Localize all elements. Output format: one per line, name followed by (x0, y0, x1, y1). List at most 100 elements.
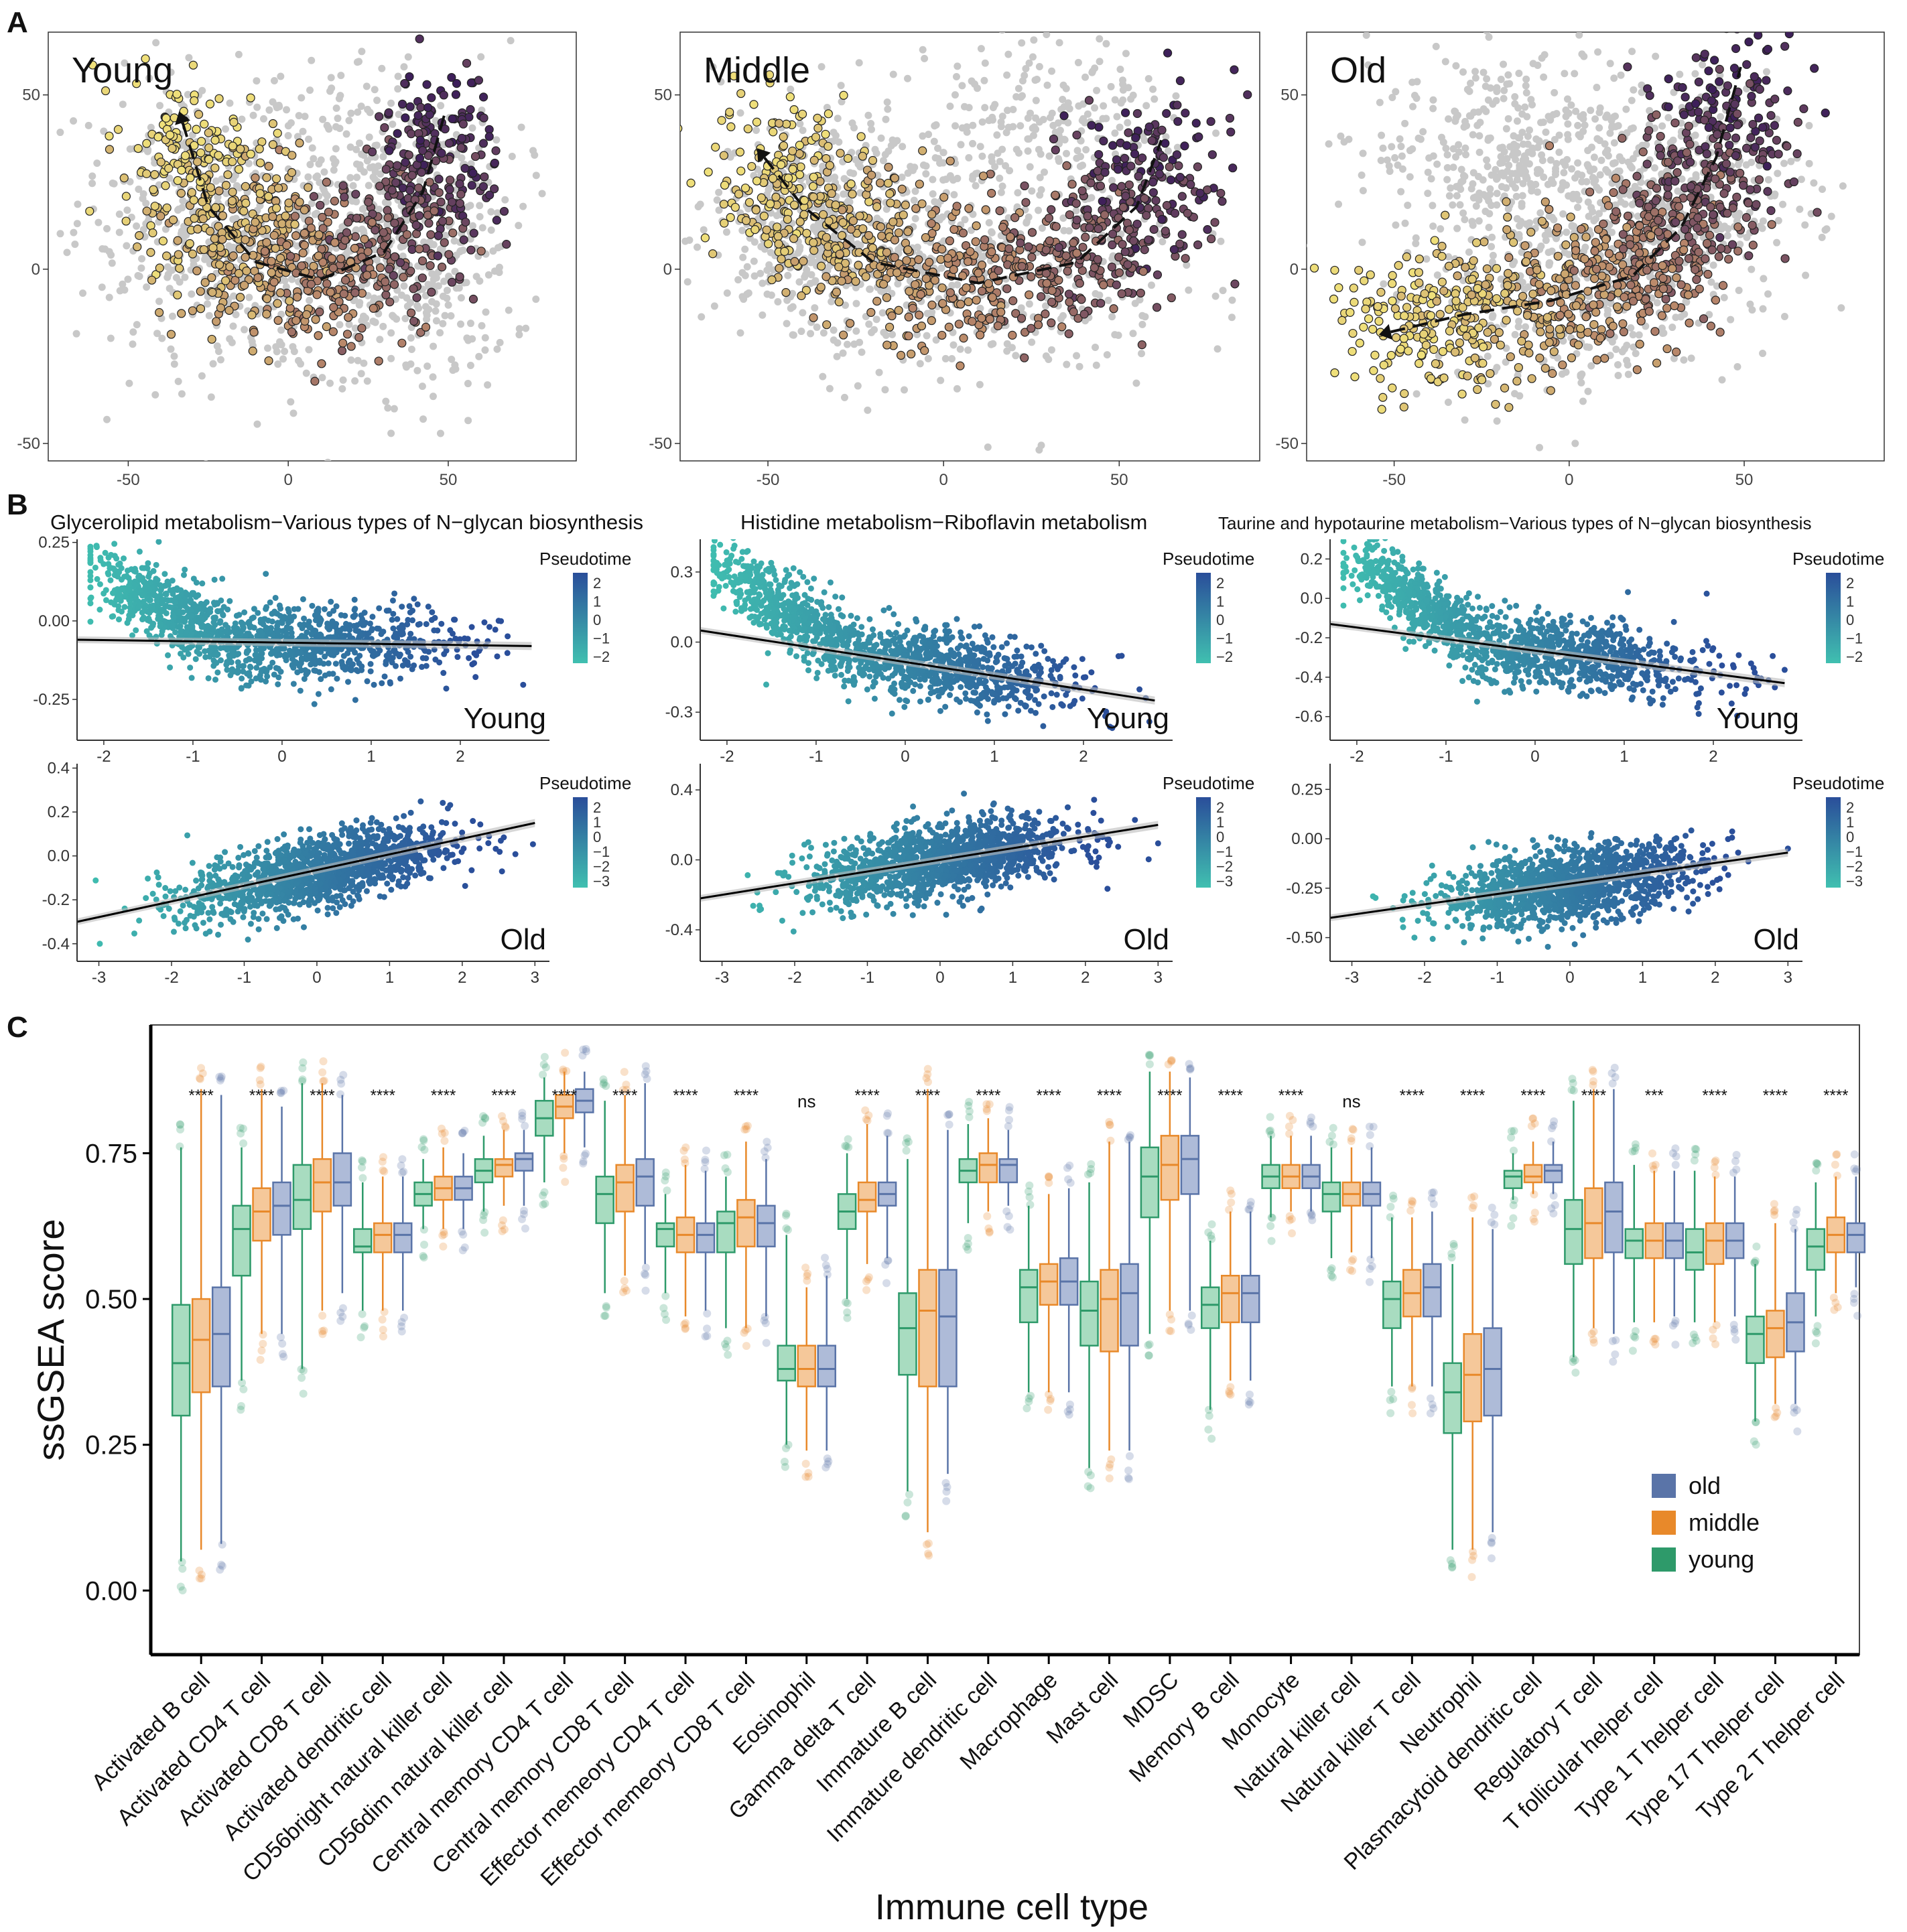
umap-grey-point (170, 360, 178, 368)
umap-trajectory-point (1061, 251, 1071, 261)
umap-grey-point (1727, 316, 1735, 324)
umap-grey-point (153, 330, 161, 338)
umap-grey-point (1578, 178, 1586, 186)
umap-grey-point (939, 149, 947, 157)
umap-trajectory-point (1051, 222, 1061, 231)
panel-label-a: A (7, 6, 28, 39)
umap-trajectory-point (1054, 275, 1063, 285)
umap-trajectory-point (799, 210, 809, 219)
umap-grey-point (1699, 61, 1707, 69)
umap-grey-point (1634, 212, 1642, 220)
umap-trajectory-point (149, 185, 158, 194)
umap-trajectory-point (816, 282, 826, 292)
umap-grey-point (1072, 207, 1080, 215)
umap-trajectory-point (188, 249, 198, 259)
umap-trajectory-point (945, 236, 954, 246)
umap-grey-point (1451, 117, 1459, 125)
umap-trajectory-point (457, 133, 466, 143)
umap-trajectory-point (357, 324, 367, 333)
umap-grey-point (765, 184, 773, 192)
umap-grey-point (413, 301, 421, 309)
umap-trajectory-point (478, 182, 488, 192)
umap-grey-point (840, 190, 848, 198)
umap-trajectory-point (302, 309, 312, 320)
umap-grey-point (866, 285, 874, 293)
umap-trajectory-point (831, 200, 840, 210)
umap-grey-point (204, 300, 212, 308)
umap-trajectory-point (393, 161, 402, 170)
umap-trajectory-point (194, 110, 204, 119)
umap-trajectory-point (914, 255, 923, 265)
umap-trajectory-point (752, 176, 762, 186)
umap-trajectory-point (478, 92, 488, 102)
umap-trajectory-point (101, 86, 111, 96)
umap-grey-point (476, 212, 484, 220)
umap-grey-point (1378, 131, 1386, 139)
umap-trajectory-point (1225, 113, 1235, 123)
umap-trajectory-point (1118, 240, 1127, 249)
umap-trajectory-point (797, 109, 807, 119)
umap-grey-point (198, 372, 206, 380)
umap-grey-point (116, 287, 124, 295)
umap-trajectory-point (175, 263, 184, 273)
umap-trajectory-point (241, 198, 251, 208)
umap-grey-point (277, 72, 285, 80)
umap-grey-point (1122, 50, 1130, 58)
umap-trajectory-point (351, 190, 360, 199)
umap-trajectory-point (306, 223, 316, 232)
umap-grey-point (1687, 354, 1695, 362)
umap-trajectory-point (434, 231, 443, 240)
umap-trajectory-point (186, 173, 195, 183)
umap-grey-point (889, 70, 897, 78)
umap-grey-point (1449, 163, 1457, 171)
umap-trajectory-point (1479, 237, 1489, 247)
umap-grey-point (1486, 84, 1494, 92)
umap-grey-point (1748, 306, 1756, 314)
umap-grey-point (789, 331, 797, 339)
umap-grey-point (1138, 320, 1146, 328)
umap-trajectory-point (846, 224, 856, 234)
umap-grey-point (919, 132, 927, 140)
umap-trajectory-point (1087, 121, 1096, 130)
umap-trajectory-point (1079, 309, 1089, 319)
umap-grey-point (1002, 162, 1010, 170)
umap-trajectory-point (809, 172, 818, 182)
umap-trajectory-point (309, 261, 318, 271)
umap-grey-point (218, 175, 226, 183)
umap-trajectory-point (119, 174, 129, 183)
umap-grey-point (1723, 232, 1731, 240)
umap-grey-point (1060, 102, 1068, 111)
umap-trajectory-point (1157, 214, 1167, 224)
umap-grey-point (1016, 122, 1025, 130)
umap-trajectory-point (404, 150, 413, 159)
umap-grey-point (1014, 84, 1023, 92)
umap-trajectory-point (897, 184, 907, 194)
umap-trajectory-point (166, 130, 175, 140)
umap-grey-point (1540, 73, 1548, 81)
umap-trajectory-point (1159, 153, 1169, 162)
umap-grey-point (856, 241, 864, 249)
umap-trajectory-point (211, 203, 220, 212)
umap-trajectory-point (1099, 136, 1108, 146)
umap-grey-point (481, 346, 489, 354)
umap-grey-point (1396, 135, 1404, 143)
umap-grey-point (1461, 416, 1469, 424)
umap-grey-point (1092, 361, 1100, 369)
umap-grey-point (1059, 214, 1067, 222)
umap-grey-point (881, 386, 889, 394)
umap-grey-point (390, 405, 398, 413)
umap-trajectory-point (383, 206, 392, 215)
umap-grey-point (1837, 304, 1845, 312)
umap-trajectory-point (971, 237, 980, 247)
umap-trajectory-point (216, 303, 226, 313)
umap-grey-point (965, 104, 973, 112)
umap-grey-point (946, 102, 954, 111)
umap-grey-point (1404, 201, 1412, 209)
umap-trajectory-point (779, 132, 788, 141)
umap-grey-point (698, 313, 706, 321)
umap-trajectory-point (399, 273, 408, 282)
umap-grey-point (437, 102, 445, 110)
umap-grey-point (212, 177, 220, 185)
umap-grey-point (330, 166, 338, 174)
umap-grey-point (347, 109, 355, 117)
